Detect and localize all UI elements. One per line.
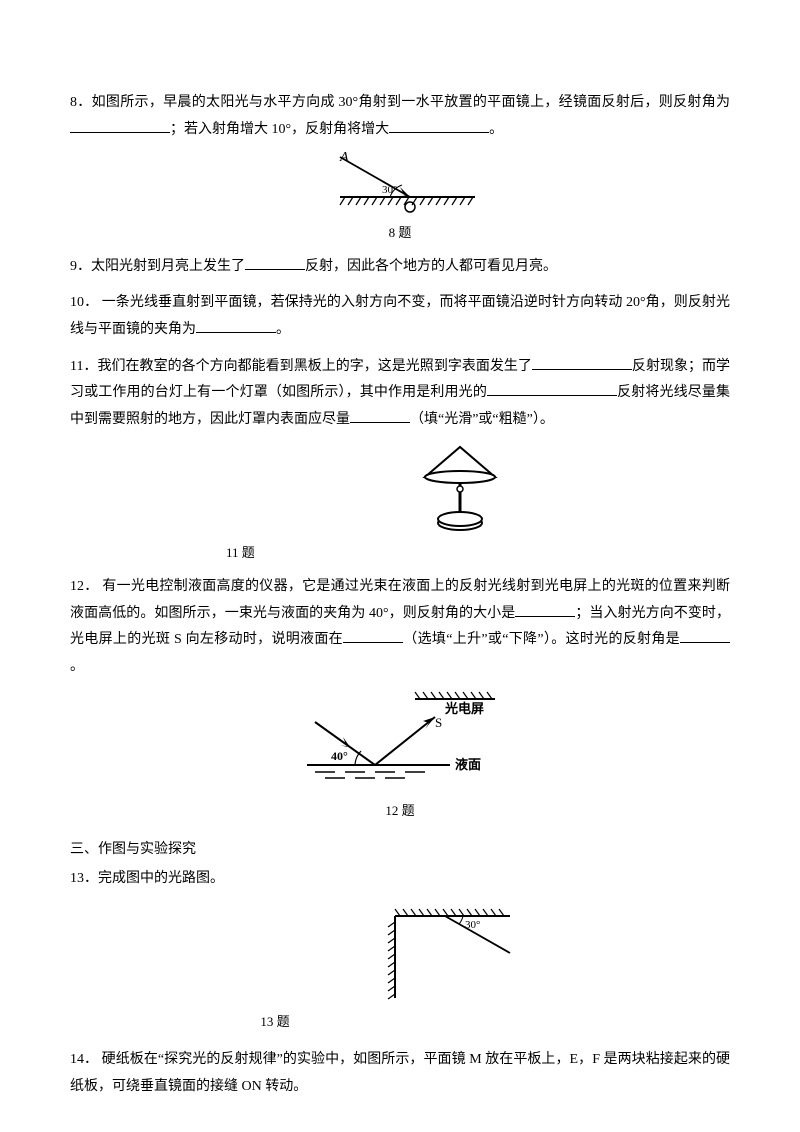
q9-number: 9．	[70, 259, 91, 274]
q12-svg: 光电屏 S 40° 液面	[295, 687, 505, 797]
question-8: 8．如图所示，早晨的太阳光与水平方向成 30°角射到一水平放置的平面镜上，经镜面…	[70, 90, 730, 246]
q8-tb: ；若入射角增大 10°，反射角将增大	[170, 122, 389, 137]
q8-ray-label: A	[339, 150, 349, 165]
question-11: 11．我们在教室的各个方向都能看到黑板上的字，这是光照到字表面发生了反射现象；而…	[70, 354, 730, 566]
q12-tc: （选填“上升”或“下降”）。这时光的反射角是	[403, 632, 680, 647]
q9-text: 9．太阳光射到月亮上发生了 反射，因此各个地方的人都可看见月亮。	[70, 254, 730, 281]
q12-text: 12． 有一光电控制液面高度的仪器，它是通过光束在液面上的反射光线射到光电屏上的…	[70, 574, 730, 680]
q12-angle-label: 40°	[331, 749, 348, 763]
q11-blank-3	[350, 409, 410, 423]
q12-blank-3	[680, 629, 730, 643]
q8-tc: 。	[489, 122, 503, 137]
q11-figure: 11 题	[190, 439, 730, 566]
q12-screen-label: 光电屏	[444, 701, 484, 716]
question-9: 9．太阳光射到月亮上发生了 反射，因此各个地方的人都可看见月亮。	[70, 254, 730, 281]
q12-figure: 光电屏 S 40° 液面 12 题	[70, 687, 730, 824]
q11-caption: 11 题	[226, 541, 730, 566]
q8-svg: A 30°	[310, 149, 490, 219]
q11-ta: 我们在教室的各个方向都能看到黑板上的字，这是光照到字表面发生了	[98, 359, 532, 374]
q8-blank-2	[389, 119, 489, 133]
section-3-title: 三、作图与实验探究	[70, 837, 730, 864]
q11-svg	[405, 439, 515, 539]
q8-caption: 8 题	[70, 221, 730, 246]
question-13: 13．完成图中的光路图。	[70, 866, 730, 1035]
q12-td: 。	[70, 659, 84, 674]
q14-ta: 硬纸板在“探究光的反射规律”的实验中，如图所示，平面镜 M 放在平板上，E，F …	[70, 1052, 730, 1094]
q11-blank-2	[487, 382, 617, 396]
q12-caption: 12 题	[70, 799, 730, 824]
q11-number: 11．	[70, 359, 98, 374]
question-10: 10． 一条光线垂直射到平面镜，若保持光的入射方向不变，而将平面镜沿逆时针方向转…	[70, 290, 730, 343]
q11-blank-1	[532, 356, 632, 370]
question-12: 12． 有一光电控制液面高度的仪器，它是通过光束在液面上的反射光线射到光电屏上的…	[70, 574, 730, 823]
q9-blank	[245, 256, 305, 270]
q13-caption: 13 题	[190, 1010, 360, 1035]
q8-text: 8．如图所示，早晨的太阳光与水平方向成 30°角射到一水平放置的平面镜上，经镜面…	[70, 90, 730, 143]
question-14: 14． 硬纸板在“探究光的反射规律”的实验中，如图所示，平面镜 M 放在平板上，…	[70, 1047, 730, 1100]
q14-number: 14．	[70, 1052, 98, 1067]
q8-figure: A 30° 8 题	[70, 149, 730, 246]
q8-blank-1	[70, 119, 170, 133]
q11-text: 11．我们在教室的各个方向都能看到黑板上的字，这是光照到字表面发生了反射现象；而…	[70, 354, 730, 434]
q12-liquid-label: 液面	[455, 757, 481, 772]
q10-text: 10． 一条光线垂直射到平面镜，若保持光的入射方向不变，而将平面镜沿逆时针方向转…	[70, 290, 730, 343]
q14-text: 14． 硬纸板在“探究光的反射规律”的实验中，如图所示，平面镜 M 放在平板上，…	[70, 1047, 730, 1100]
q12-blank-1	[515, 603, 575, 617]
q12-s-label: S	[435, 715, 442, 730]
q10-ta: 一条光线垂直射到平面镜，若保持光的入射方向不变，而将平面镜沿逆时针方向转动 20…	[70, 295, 730, 337]
q11-td: （填“光滑”或“粗糙”）。	[410, 412, 554, 427]
q13-text: 13．完成图中的光路图。	[70, 866, 730, 893]
q13-ta: 完成图中的光路图。	[98, 871, 224, 886]
q9-tb: 反射，因此各个地方的人都可看见月亮。	[305, 259, 557, 274]
q10-blank	[196, 319, 276, 333]
q10-number: 10．	[70, 295, 98, 310]
q13-svg: 30°	[375, 898, 545, 1008]
q10-tb: 。	[276, 322, 290, 337]
q8-ta: 如图所示，早晨的太阳光与水平方向成 30°角射到一水平放置的平面镜上，经镜面反射…	[92, 95, 730, 110]
q8-number: 8．	[70, 95, 92, 110]
q9-ta: 太阳光射到月亮上发生了	[91, 259, 245, 274]
q8-angle-label: 30°	[382, 184, 397, 196]
q13-figure: 30° 13 题	[190, 898, 730, 1035]
q13-number: 13．	[70, 871, 98, 886]
q12-number: 12．	[70, 579, 99, 594]
q13-angle-label: 30°	[465, 919, 480, 931]
q12-blank-2	[343, 629, 403, 643]
